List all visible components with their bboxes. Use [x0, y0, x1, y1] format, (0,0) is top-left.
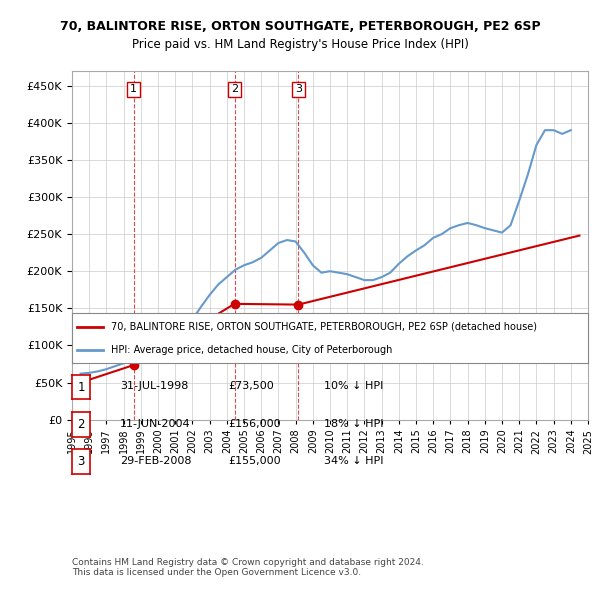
Text: 70, BALINTORE RISE, ORTON SOUTHGATE, PETERBOROUGH, PE2 6SP (detached house): 70, BALINTORE RISE, ORTON SOUTHGATE, PET… [110, 322, 537, 332]
Text: 11-JUN-2004: 11-JUN-2004 [120, 419, 191, 428]
Text: £73,500: £73,500 [228, 382, 274, 391]
Text: 2: 2 [231, 84, 238, 94]
Text: 29-FEB-2008: 29-FEB-2008 [120, 456, 191, 466]
Text: 34% ↓ HPI: 34% ↓ HPI [324, 456, 383, 466]
Text: 10% ↓ HPI: 10% ↓ HPI [324, 382, 383, 391]
Text: Price paid vs. HM Land Registry's House Price Index (HPI): Price paid vs. HM Land Registry's House … [131, 38, 469, 51]
Text: 70, BALINTORE RISE, ORTON SOUTHGATE, PETERBOROUGH, PE2 6SP: 70, BALINTORE RISE, ORTON SOUTHGATE, PET… [59, 20, 541, 33]
Text: £155,000: £155,000 [228, 456, 281, 466]
Text: 2: 2 [77, 418, 85, 431]
Text: 3: 3 [77, 455, 85, 468]
Text: 1: 1 [130, 84, 137, 94]
Text: 3: 3 [295, 84, 302, 94]
Text: 18% ↓ HPI: 18% ↓ HPI [324, 419, 383, 428]
Text: Contains HM Land Registry data © Crown copyright and database right 2024.
This d: Contains HM Land Registry data © Crown c… [72, 558, 424, 577]
Text: 1: 1 [77, 381, 85, 394]
Text: 31-JUL-1998: 31-JUL-1998 [120, 382, 188, 391]
Text: HPI: Average price, detached house, City of Peterborough: HPI: Average price, detached house, City… [110, 345, 392, 355]
Text: £156,000: £156,000 [228, 419, 281, 428]
